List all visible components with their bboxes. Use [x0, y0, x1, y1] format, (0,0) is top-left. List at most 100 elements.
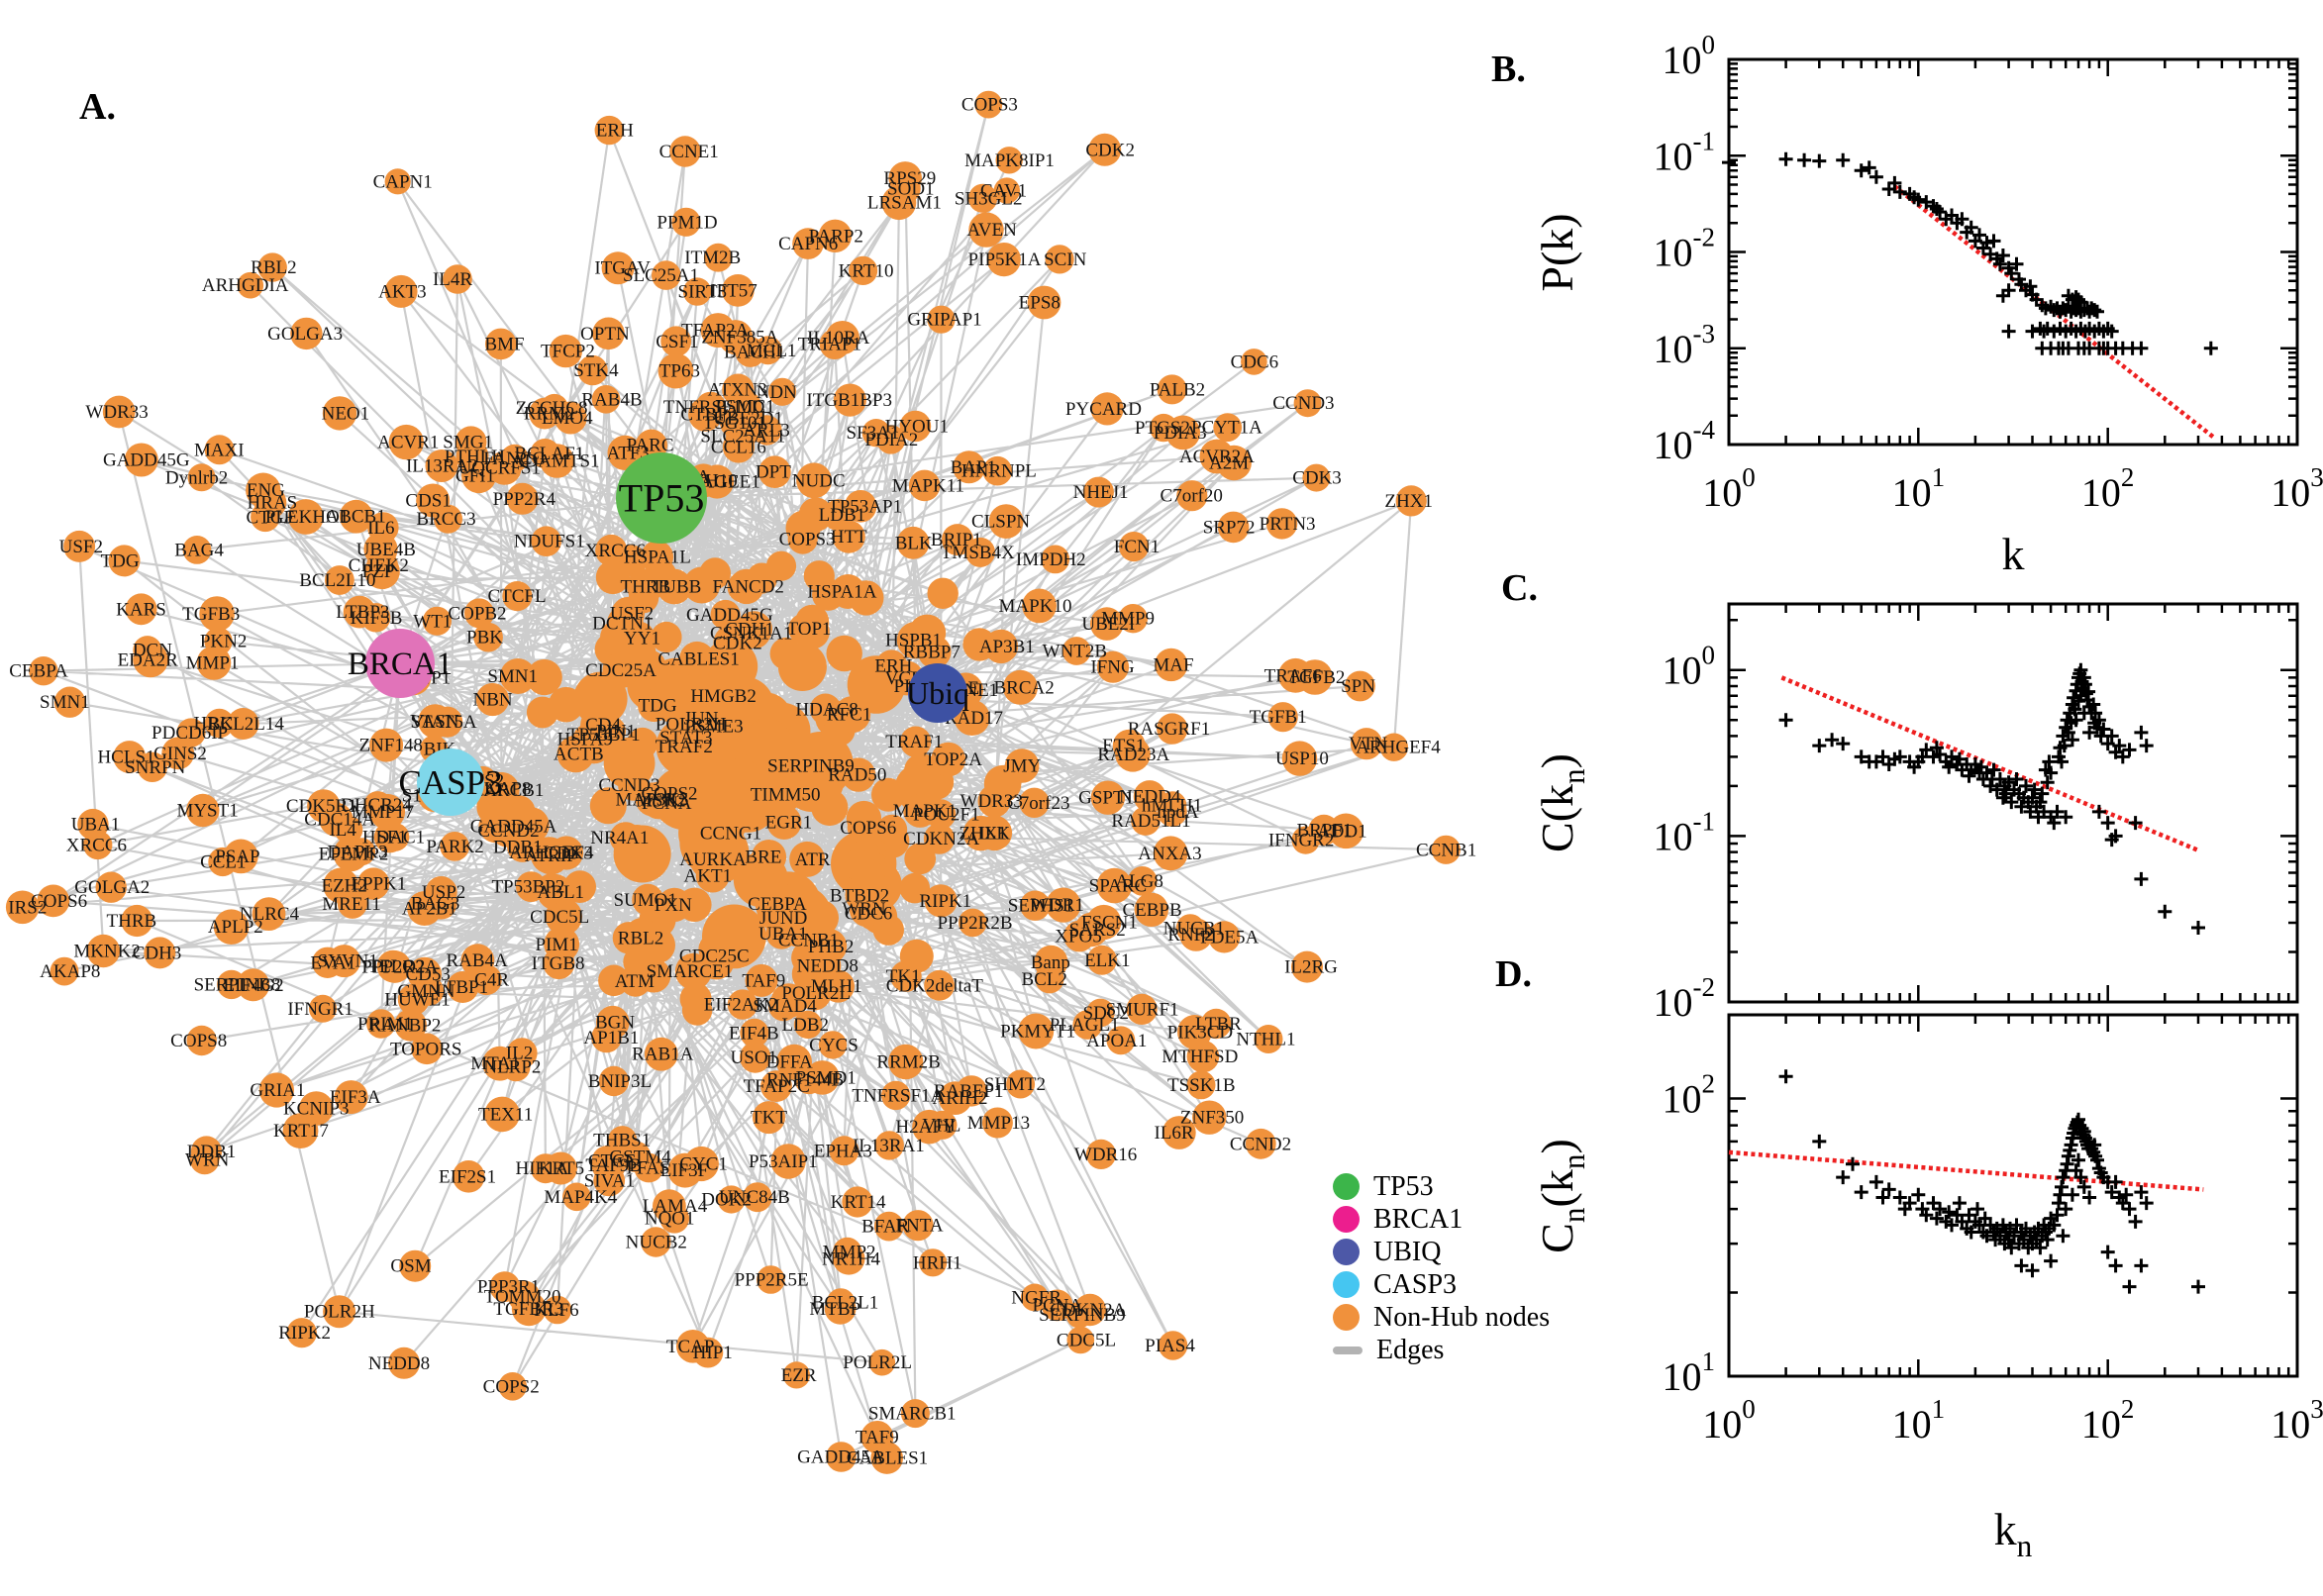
network-node-label: NR1H4	[822, 1248, 881, 1269]
network-node-label: EIF2S1	[439, 1166, 496, 1187]
network-node	[29, 656, 58, 686]
network-node-label: XPO5	[1055, 927, 1102, 948]
network-node	[124, 443, 158, 477]
network-node-label: POLR2L	[781, 983, 851, 1004]
network-node-label: NUDC	[792, 470, 846, 491]
network-node	[213, 909, 250, 945]
network-node-label: ZHX1	[1384, 491, 1433, 512]
network-node-label: AP3B1	[979, 637, 1035, 657]
network-node	[740, 1018, 769, 1047]
network-node	[833, 383, 867, 417]
network-node-label: KRT5	[539, 1158, 584, 1179]
network-node	[679, 982, 712, 1015]
network-node-label: TRIAP1	[798, 335, 861, 355]
network-node-label: UBE4B	[356, 540, 416, 560]
network-node-label: JUN	[684, 709, 719, 730]
network-node	[237, 271, 264, 299]
network-node-label: ITGAV	[594, 258, 651, 279]
legend-node-swatch-icon	[1333, 1173, 1360, 1200]
network-node	[766, 805, 802, 840]
network-node-label: DHCR24	[341, 795, 412, 816]
network-node-label: TRAF1	[885, 732, 943, 752]
network-node-label: MTHFSD	[1162, 1047, 1238, 1067]
network-node-label: SHMT2	[984, 1074, 1046, 1095]
tick-label: 103	[2271, 462, 2323, 515]
network-node-label: SDC2	[1083, 1003, 1129, 1024]
network-node-label: IL13RA1	[853, 1136, 925, 1156]
network-node	[976, 815, 1013, 851]
network-node-label: WDR33	[960, 791, 1023, 812]
network-node-label: CCNB1	[778, 931, 839, 951]
network-node-label: PARK2	[426, 837, 483, 857]
network-node	[511, 1291, 547, 1327]
network-node	[1241, 349, 1267, 375]
network-node-label: HSPA9	[557, 730, 613, 750]
network-node-label: EIF3A	[330, 1087, 381, 1108]
plot-ticks	[1727, 57, 2299, 447]
network-node-label: NTHL1	[1236, 1030, 1295, 1050]
network-node-label: SPN	[1341, 676, 1375, 697]
network-node-label: DCTN1	[592, 613, 653, 634]
network-node-label: TGFB3	[182, 604, 240, 625]
network-node-label: CAPN1	[373, 171, 433, 192]
network-node-label: CDH3	[133, 943, 182, 963]
network-node-label: SMG1	[443, 432, 493, 452]
network-node-label: GOLGA2	[74, 877, 150, 898]
network-node	[743, 1182, 772, 1213]
network-node-label: ZNF148	[358, 736, 422, 756]
network-node	[334, 815, 363, 845]
network-node	[1046, 887, 1081, 923]
network-node	[1003, 669, 1038, 705]
network-node	[956, 1075, 987, 1107]
network-node	[638, 926, 675, 964]
network-node	[674, 952, 712, 990]
network-node-label: WNT2B	[1043, 642, 1107, 662]
network-node-label: SMN1	[487, 666, 538, 687]
network-node-label: DDB1	[187, 1142, 237, 1162]
network-node	[644, 1037, 678, 1071]
network-node-label: CSF1	[656, 332, 698, 352]
network-node	[1018, 1013, 1055, 1049]
network-node	[809, 693, 842, 726]
network-node	[333, 836, 369, 872]
network-node	[258, 1072, 294, 1108]
network-node	[881, 1080, 911, 1111]
network-node-label: AP1B1	[583, 1028, 639, 1048]
network-node-label: HUWE1	[384, 990, 450, 1011]
network-node-label: SEPHS1	[1008, 896, 1074, 917]
network-node	[121, 904, 153, 938]
network-node	[1118, 604, 1149, 634]
network-node-label: GADD45A	[797, 1447, 884, 1468]
network-node-label: CDC6	[1231, 351, 1279, 372]
legend-node-swatch-icon	[1333, 1271, 1360, 1298]
network-node-label: TAF9B	[585, 1155, 642, 1176]
network-node-label: IL4	[329, 820, 356, 841]
network-node-label: ZHX1	[959, 824, 1007, 845]
network-node	[682, 277, 712, 306]
network-node	[796, 462, 832, 499]
network-node-label: CDK2deltaT	[886, 975, 984, 996]
network-node-label: IL6	[367, 518, 394, 539]
network-node	[620, 635, 656, 670]
tick-label: 100	[1663, 30, 1716, 82]
network-node	[974, 90, 1003, 119]
network-node-label: USO1	[731, 1047, 778, 1068]
network-node	[251, 502, 280, 533]
network-node	[95, 871, 127, 903]
network-node-label: COPS8	[170, 1031, 227, 1051]
network-node	[592, 317, 625, 350]
network-node-label: DPT	[756, 462, 791, 483]
network-node	[487, 450, 522, 485]
network-node-label: MAPK11	[892, 475, 964, 496]
network-node	[688, 397, 723, 432]
network-node	[369, 728, 404, 762]
network-node-label: BRPF1	[1297, 820, 1353, 841]
network-node-label: CABLES1	[847, 1448, 928, 1469]
network-node	[1133, 780, 1166, 813]
network-node-label: HIF1A	[515, 1158, 568, 1179]
network-node	[133, 636, 162, 665]
network-node-label: BACH1	[724, 343, 785, 363]
network-node-label: CCND2	[477, 821, 539, 842]
network-node-label: PSAP	[215, 847, 259, 867]
tick-label: 10-3	[1654, 319, 1716, 371]
